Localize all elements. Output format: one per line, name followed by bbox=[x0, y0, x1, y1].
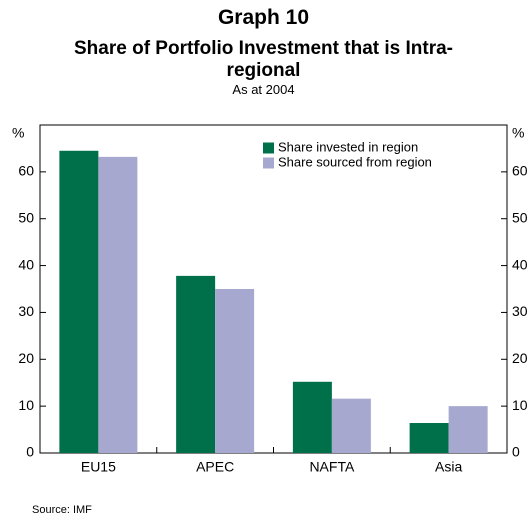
legend-swatch bbox=[263, 142, 274, 154]
x-tick-label: NAFTA bbox=[309, 459, 355, 475]
y2-tick-label: 50 bbox=[512, 209, 527, 225]
bar bbox=[292, 381, 332, 453]
legend-label: Share sourced from region bbox=[278, 154, 432, 169]
y2-tick-label: 20 bbox=[512, 350, 527, 366]
chart-note: As at 2004 bbox=[232, 82, 295, 97]
y-tick-label: 0 bbox=[26, 444, 34, 460]
heading: Graph 10 Share of Portfolio Investment t… bbox=[0, 0, 527, 97]
y2-tick-label: 30 bbox=[512, 303, 527, 319]
y-tick-label: 10 bbox=[18, 397, 34, 413]
bar bbox=[409, 423, 449, 453]
y2-tick-label: 40 bbox=[512, 256, 527, 272]
x-tick-label: EU15 bbox=[81, 459, 116, 475]
chart-title: Graph 10 bbox=[217, 6, 310, 29]
bar bbox=[215, 289, 255, 453]
y2-axis-label: % bbox=[512, 125, 524, 141]
y2-tick-label: 60 bbox=[512, 163, 527, 179]
bar bbox=[331, 398, 371, 453]
y-tick-label: 40 bbox=[18, 256, 34, 272]
chart-subtitle: Share of Portfolio Investment that is In… bbox=[74, 38, 453, 81]
y2-tick-label: 10 bbox=[512, 397, 527, 413]
y-tick-label: 20 bbox=[18, 350, 34, 366]
bar bbox=[59, 150, 99, 453]
x-tick-label: Asia bbox=[435, 459, 462, 475]
bar bbox=[176, 275, 216, 453]
y-axis-label: % bbox=[12, 125, 24, 141]
y-tick-label: 60 bbox=[18, 163, 34, 179]
y-tick-label: 50 bbox=[18, 209, 34, 225]
y2-tick-label: 0 bbox=[512, 444, 520, 460]
legend-label: Share invested in region bbox=[278, 139, 418, 154]
bar bbox=[448, 406, 488, 453]
bar bbox=[98, 156, 138, 453]
x-tick-label: APEC bbox=[196, 459, 234, 475]
source: Source: IMF bbox=[32, 504, 92, 516]
y-tick-label: 30 bbox=[18, 303, 34, 319]
legend-swatch bbox=[263, 157, 274, 169]
